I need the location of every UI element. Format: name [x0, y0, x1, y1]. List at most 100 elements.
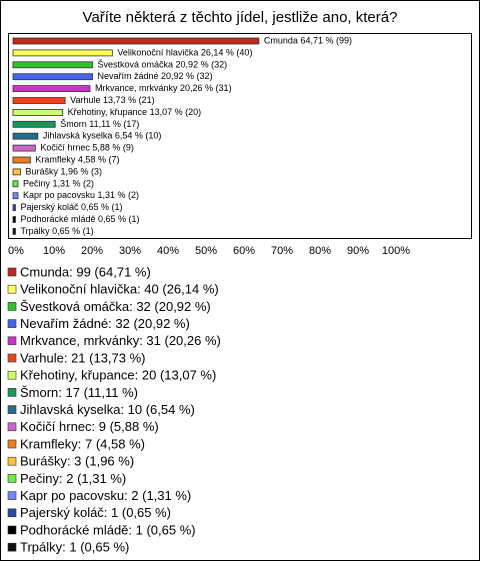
legend-swatch: [7, 405, 17, 414]
legend-label: Cmunda: 99 (64,71 %): [20, 264, 151, 279]
legend-label: Jihlavská kyselka: 10 (6,54 %): [20, 402, 195, 417]
bar-label: Pečiny 1,31 % (2): [23, 179, 94, 189]
bar-value-label: 4,58 % (7): [78, 155, 120, 165]
bar-category: Burášky: [25, 167, 58, 177]
bar: [12, 37, 260, 45]
legend-swatch: [7, 319, 17, 328]
bar-category: Švestková omáčka: [97, 60, 173, 70]
x-tick-label: 90%: [347, 245, 369, 257]
bar-label: Mrkvance, mrkvánky 20,26 % (31): [95, 83, 232, 93]
legend-label: Burášky: 3 (1,96 %): [20, 454, 134, 469]
bar-label: Švestková omáčka 20,92 % (32): [97, 60, 227, 70]
legend-swatch: [7, 542, 17, 552]
legend-label: Pečiny: 2 (1,31 %): [20, 471, 126, 486]
legend-label: Nevařím žádné: 32 (20,92 %): [20, 316, 190, 331]
legend-swatch: [7, 370, 17, 380]
bar-category: Podhorácké mládě: [20, 214, 95, 224]
bar-value-label: 20,26 % (31): [180, 83, 232, 93]
bar-category: Křehotiny, křupance: [68, 107, 147, 117]
bar: [12, 109, 64, 116]
legend-label: Mrkvance, mrkvánky: 31 (20,26 %): [20, 333, 221, 348]
bar-category: Nevařím žádné: [97, 72, 158, 82]
legend-label: Křehotiny, křupance: 20 (13,07 %): [20, 368, 216, 383]
bar-category: Kramfleky: [35, 155, 76, 165]
legend-swatch: [7, 525, 17, 535]
legend-swatch: [7, 267, 17, 277]
bar-value-label: 1,96 % (3): [60, 167, 102, 177]
legend-swatch: [7, 508, 17, 518]
bar-value-label: 5,88 % (9): [92, 143, 134, 153]
bar-category: Šmorn: [60, 119, 87, 129]
legend-label: Velikonoční hlavička: 40 (26,14 %): [20, 282, 219, 297]
bar: [12, 204, 16, 212]
bar-category: Velikonoční hlavička: [117, 48, 198, 58]
bar-category: Mrkvance, mrkvánky: [95, 83, 178, 93]
bar: [12, 144, 36, 152]
bar-value-label: 0,65 % (1): [52, 226, 94, 236]
bar-label: Velikonoční hlavička 26,14 % (40): [117, 48, 252, 58]
bar-value-label: 0,65 % (1): [81, 202, 123, 212]
bar: [12, 132, 39, 140]
bar-value-label: 13,73 % (21): [103, 95, 155, 105]
x-tick-label: 80%: [309, 245, 331, 257]
legend-swatch: [7, 491, 17, 500]
x-tick-label: 40%: [157, 245, 179, 257]
bar: [12, 73, 93, 81]
bar-label: Kapr po pacovsku 1,31 % (2): [23, 191, 139, 201]
bar-value-label: 11,11 % (17): [89, 119, 139, 129]
legend-swatch: [7, 284, 17, 294]
legend-swatch: [7, 422, 17, 432]
legend-label: Švestková omáčka: 32 (20,92 %): [20, 299, 211, 314]
bar-category: Kapr po pacovsku: [23, 191, 95, 201]
x-tick-label: 50%: [195, 245, 217, 257]
legend-label: Kočičí hrnec: 9 (5,88 %): [20, 419, 159, 434]
bar: [12, 180, 19, 188]
bar: [12, 168, 21, 176]
bar-category: Pečiny: [23, 179, 51, 189]
bar: [12, 85, 91, 92]
bar-label: Varhule 13,73 % (21): [70, 95, 154, 105]
bar-category: Trpálky: [20, 226, 50, 236]
bar-label: Kramfleky 4,58 % (7): [35, 155, 119, 165]
legend-swatch: [7, 336, 17, 346]
legend-label: Kapr po pacovsku: 2 (1,31 %): [20, 488, 191, 503]
bar-category: Cmunda: [264, 36, 298, 46]
legend-label: Trpálky: 1 (0,65 %): [20, 540, 129, 555]
bar-label: Křehotiny, křupance 13,07 % (20): [68, 107, 201, 117]
bar-category: Kočičí hrnec: [40, 143, 90, 153]
bar-category: Pajerský koláč: [20, 202, 79, 212]
legend-swatch: [7, 439, 17, 449]
legend-swatch: [7, 353, 17, 363]
bar: [12, 227, 16, 235]
x-tick-label: 70%: [271, 245, 293, 257]
x-tick-label: 60%: [233, 245, 255, 257]
bar: [12, 216, 16, 223]
bar: [12, 49, 113, 57]
bar-value-label: 1,31 % (2): [98, 191, 140, 201]
bar: [12, 61, 93, 69]
legend-swatch: [7, 388, 17, 397]
bar-label: Kočičí hrnec 5,88 % (9): [40, 143, 134, 153]
bar-value-label: 64,71 % (99): [300, 36, 352, 46]
bar-value-label: 13,07 % (20): [150, 107, 202, 117]
legend-swatch: [7, 456, 17, 466]
legend-label: Kramfleky: 7 (4,58 %): [20, 436, 145, 451]
bar-category: Jihlavská kyselka: [43, 131, 113, 141]
x-tick-label: 20%: [81, 245, 103, 257]
bar-value-label: 20,92 % (32): [161, 72, 213, 82]
bar: [12, 97, 66, 104]
bar: [12, 120, 56, 128]
bar-value-label: 6,54 % (10): [115, 131, 162, 141]
chart-title: Vaříte některá z těchto jídel, jestliže …: [83, 9, 398, 26]
bar-label: Jihlavská kyselka 6,54 % (10): [43, 131, 162, 141]
bar: [12, 156, 31, 164]
bar-label: Nevařím žádné 20,92 % (32): [97, 72, 212, 82]
legend-swatch: [7, 474, 17, 483]
x-tick-label: 100%: [382, 245, 410, 257]
bar-label: Pajerský koláč 0,65 % (1): [20, 202, 122, 212]
legend-label: Šmorn: 17 (11,11 %): [20, 385, 138, 400]
bar-label: Šmorn 11,11 % (17): [60, 119, 139, 129]
bar-label: Podhorácké mládě 0,65 % (1): [20, 214, 139, 224]
